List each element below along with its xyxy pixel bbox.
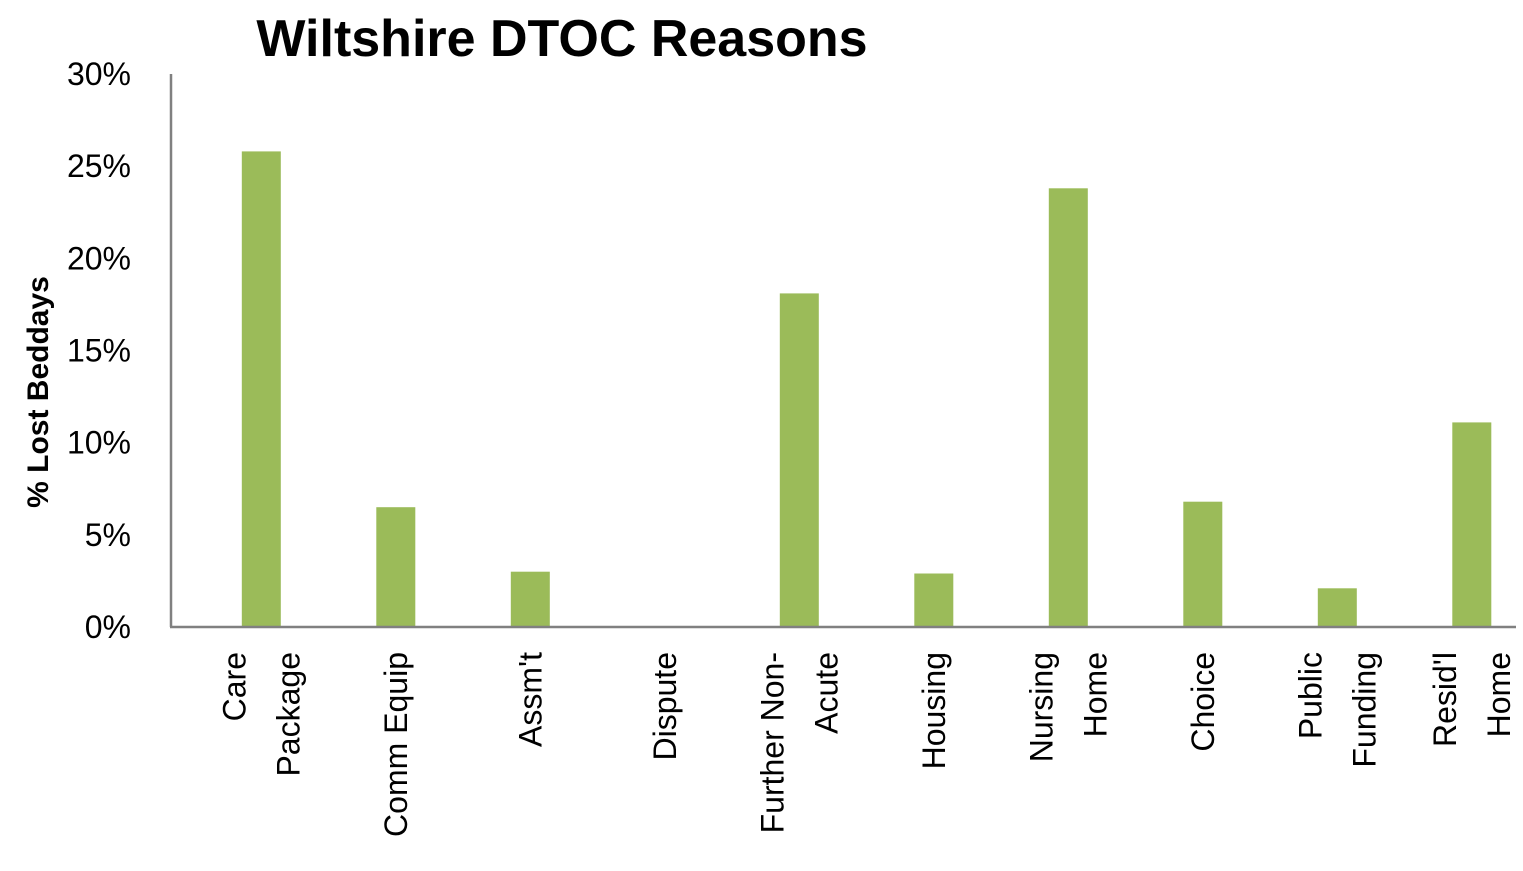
y-tick-label: 25%	[67, 148, 131, 184]
y-tick-label: 20%	[67, 240, 131, 276]
x-tick-label-line: Choice	[1185, 652, 1221, 752]
bar	[241, 151, 281, 627]
x-tick-label: Nursing Home	[1023, 652, 1113, 762]
x-tick-label-line: Assm't	[512, 652, 548, 747]
bar	[376, 507, 416, 627]
x-tick-label: Further Non- Acute	[754, 652, 844, 833]
y-tick-label: 5%	[85, 517, 131, 553]
bar	[1317, 588, 1357, 627]
x-tick-label-line: Comm Equip	[378, 652, 414, 837]
x-tick-label-line: Housing	[916, 652, 952, 769]
x-tick-label-line: Acute	[808, 652, 844, 734]
bar	[779, 293, 819, 627]
x-tick-label-line: Funding	[1346, 652, 1382, 768]
bar	[914, 573, 954, 627]
x-tick-label: Choice	[1185, 652, 1221, 752]
x-tick-label: Comm Equip	[378, 652, 414, 837]
x-tick-label-line: Dispute	[647, 652, 683, 761]
x-tick-label-line: Public	[1292, 652, 1328, 739]
x-tick-label-line: Resid'l	[1427, 652, 1463, 747]
x-tick-label: Resid'l Home	[1427, 652, 1517, 747]
x-tick-label: Housing	[916, 652, 952, 769]
x-tick-label: Assm't	[512, 652, 548, 747]
bars	[241, 151, 1492, 628]
bar	[1452, 422, 1492, 627]
x-tick-label: Public Funding	[1292, 652, 1382, 768]
y-tick-label: 0%	[85, 609, 131, 645]
y-axis-ticks: 0% 5% 10% 15% 20% 25% 30%	[67, 56, 131, 645]
y-axis-label: % Lost Beddays	[22, 276, 55, 508]
y-tick-label: 10%	[67, 425, 131, 461]
x-tick-label-line: Home	[1077, 652, 1113, 737]
y-tick-label: 15%	[67, 333, 131, 369]
axes	[169, 74, 1516, 629]
x-tick-label-line: Home	[1481, 652, 1517, 737]
x-tick-label-line: Further Non-	[754, 652, 790, 833]
bar	[1048, 188, 1088, 628]
bar	[1183, 501, 1223, 627]
bar	[510, 571, 550, 627]
x-tick-label-line: Nursing	[1023, 652, 1059, 762]
x-axis-labels: Care Package Comm Equip Assm't Dispute Furthe…	[216, 652, 1517, 837]
y-tick-label: 30%	[67, 56, 131, 92]
x-tick-label: Care Package	[216, 652, 306, 777]
x-tick-label-line: Package	[270, 652, 306, 777]
chart-title: Wiltshire DTOC Reasons	[256, 10, 867, 68]
x-tick-label: Dispute	[647, 652, 683, 761]
x-tick-label-line: Care	[216, 652, 252, 721]
